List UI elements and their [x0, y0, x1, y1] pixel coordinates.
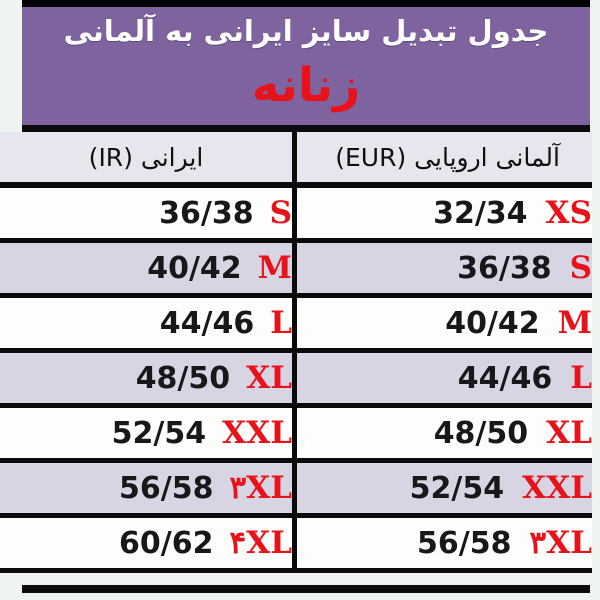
table-row: 52/54 XXL 56/58 ۳XL — [0, 463, 592, 518]
ir-size-code: XL — [246, 360, 292, 396]
cell-ir: 60/62 ۴XL — [0, 518, 292, 568]
eur-size-code: ۳XL — [529, 525, 593, 561]
ir-size-value: 44/46 — [159, 305, 255, 341]
eur-size-value: 36/38 — [457, 250, 552, 286]
cell-ir: 56/58 ۳XL — [0, 463, 292, 513]
cell-eur: 44/46 L — [292, 353, 592, 403]
eur-size-value: 56/58 — [417, 525, 512, 561]
eur-size-code: S — [569, 250, 592, 286]
cell-eur: 40/42 M — [292, 298, 592, 348]
ir-size-value: 56/58 — [119, 470, 214, 506]
table-row: 36/38 S 40/42 M — [0, 243, 592, 298]
cell-ir: 52/54 XXL — [0, 408, 292, 458]
eur-size-code: XS — [545, 195, 592, 231]
table-row: 32/34 XS 36/38 S — [0, 188, 592, 243]
bottom-border-rule — [22, 585, 590, 593]
size-conversion-table: آلمانی اروپایی (EUR) ایرانی (IR) 32/34 XS… — [0, 132, 592, 587]
right-page-gutter — [590, 0, 600, 600]
eur-size-code: XXL — [522, 470, 592, 506]
ir-size-code: ۴XL — [229, 525, 293, 561]
ir-size-value: 48/50 — [135, 360, 231, 396]
cell-eur: 32/34 XS — [292, 188, 592, 238]
ir-size-code: S — [269, 195, 292, 231]
column-header-ir: ایرانی (IR) — [0, 132, 292, 182]
ir-size-code: ۳XL — [229, 470, 293, 506]
eur-size-code: XL — [546, 415, 592, 451]
table-row: 48/50 XL 52/54 XXL — [0, 408, 592, 463]
cell-eur: 36/38 S — [292, 243, 592, 293]
title-banner: جدول تبدیل سایز ایرانی به آلمانی زنانه — [22, 7, 590, 125]
table-row: 40/42 M 44/46 L — [0, 298, 592, 353]
ir-size-value: 36/38 — [159, 195, 254, 231]
ir-size-code: M — [257, 250, 292, 286]
eur-size-code: L — [570, 360, 592, 396]
top-border-rule — [22, 0, 590, 7]
chart-subtitle: زنانه — [251, 58, 361, 113]
cell-ir: 36/38 S — [0, 188, 292, 238]
cell-eur: 52/54 XXL — [292, 463, 592, 513]
ir-size-code: XXL — [222, 415, 292, 451]
table-header-row: آلمانی اروپایی (EUR) ایرانی (IR) — [0, 132, 592, 188]
ir-size-value: 60/62 — [119, 525, 214, 561]
column-header-eur-label: آلمانی اروپایی (EUR) — [335, 142, 560, 172]
banner-bottom-rule — [22, 125, 590, 132]
eur-size-value: 32/34 — [433, 195, 528, 231]
eur-size-value: 52/54 — [409, 470, 505, 506]
column-header-eur: آلمانی اروپایی (EUR) — [292, 132, 592, 182]
ir-size-value: 52/54 — [111, 415, 207, 451]
cell-ir: 44/46 L — [0, 298, 292, 348]
cell-ir: 48/50 XL — [0, 353, 292, 403]
cell-eur: 48/50 XL — [292, 408, 592, 458]
cell-ir: 40/42 M — [0, 243, 292, 293]
ir-size-value: 40/42 — [147, 250, 242, 286]
eur-size-value: 40/42 — [445, 305, 540, 341]
table-row: 56/58 ۳XL 60/62 ۴XL — [0, 518, 592, 573]
table-body: 32/34 XS 36/38 S 36/38 S 40/42 M 40/42 M 44/46 L 44/… — [0, 188, 592, 573]
column-header-ir-label: ایرانی (IR) — [88, 142, 204, 172]
eur-size-value: 48/50 — [433, 415, 529, 451]
chart-title: جدول تبدیل سایز ایرانی به آلمانی — [63, 14, 549, 48]
eur-size-value: 44/46 — [457, 360, 553, 396]
ir-size-code: L — [270, 305, 292, 341]
cell-eur: 56/58 ۳XL — [292, 518, 592, 568]
table-row: 44/46 L 48/50 XL — [0, 353, 592, 408]
eur-size-code: M — [557, 305, 592, 341]
